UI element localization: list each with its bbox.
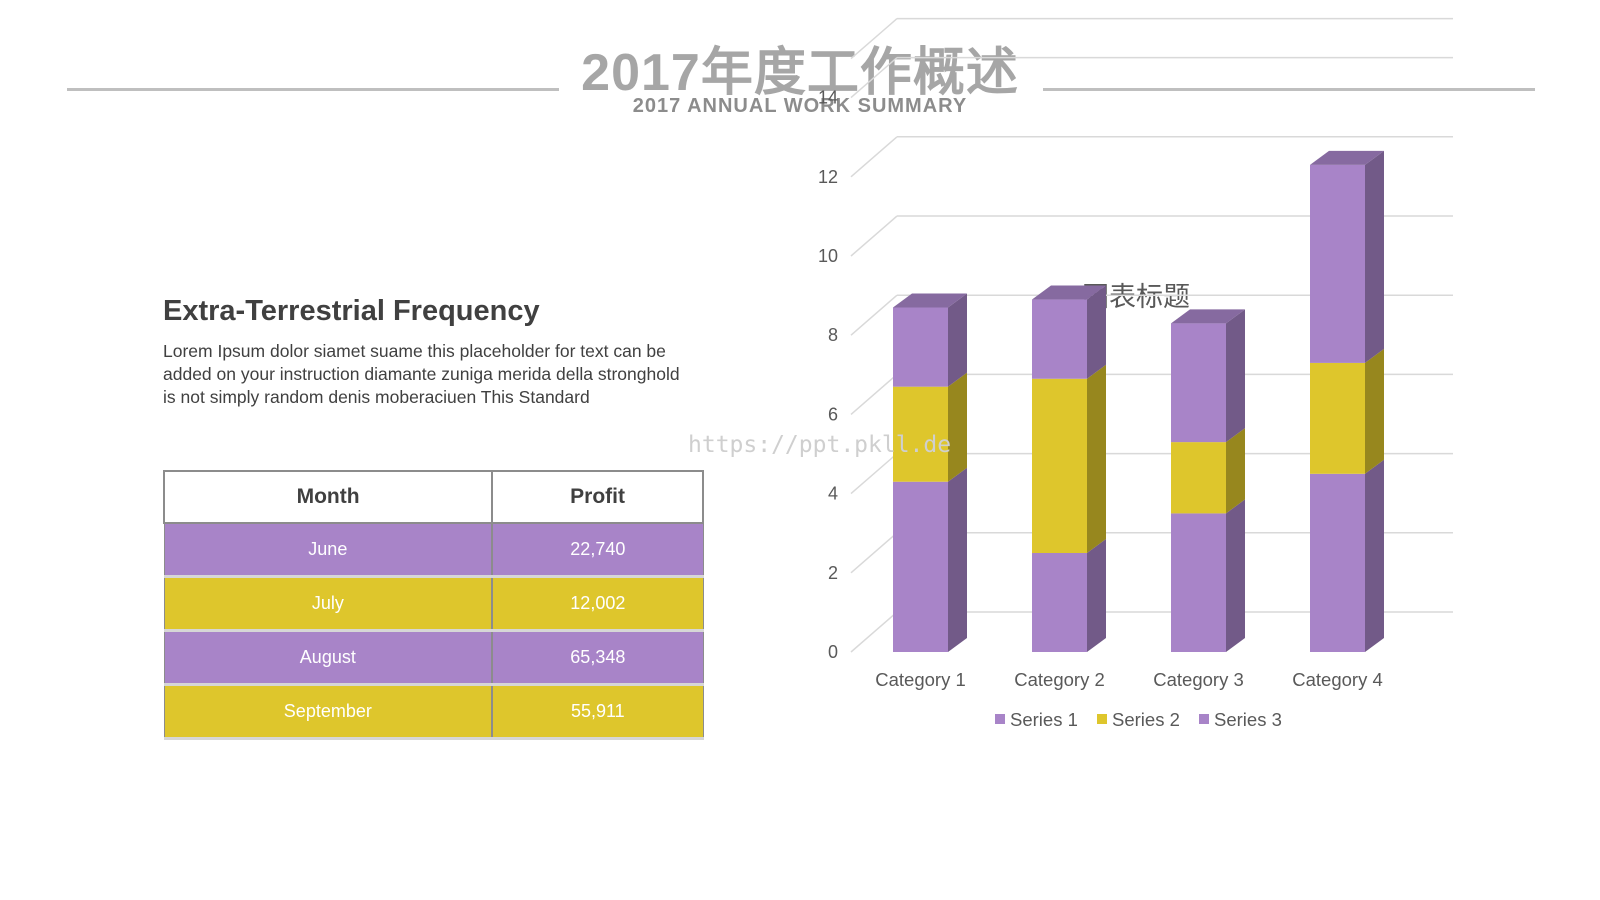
bar-segment xyxy=(1171,428,1245,514)
section-heading: Extra-Terrestrial Frequency xyxy=(163,295,540,327)
bar-side xyxy=(1226,499,1245,652)
profit-cell: 65,348 xyxy=(491,630,704,686)
page-title: 2017年度工作概述 xyxy=(581,44,1019,102)
bar-side xyxy=(1365,150,1384,363)
column-header-month: Month xyxy=(162,470,494,524)
bar-top xyxy=(1032,285,1106,300)
bar-segment xyxy=(1310,459,1384,652)
y-tick-label: 2 xyxy=(828,563,838,583)
legend-swatch xyxy=(1097,714,1107,724)
bar-side xyxy=(948,372,967,482)
y-tick-label: 8 xyxy=(828,325,838,345)
bar-segment xyxy=(1310,150,1384,363)
bar-top xyxy=(893,293,967,308)
table-row: August 65,348 xyxy=(163,630,704,686)
bar-side xyxy=(1087,364,1106,553)
table-row: June 22,740 xyxy=(163,522,704,578)
bar-segment xyxy=(893,293,967,387)
section-body: Lorem Ipsum dolor siamet suame this plac… xyxy=(163,341,680,407)
table-header-row: Month Profit xyxy=(162,470,704,524)
gridline-depth xyxy=(850,57,898,99)
gridline-depth xyxy=(850,532,898,574)
page-subtitle: 2017 ANNUAL WORK SUMMARY xyxy=(632,95,968,117)
legend-swatch xyxy=(1199,714,1209,724)
legend-label: Series 1 xyxy=(1010,709,1078,730)
bar-front xyxy=(1171,323,1226,443)
x-tick-label: Category 1 xyxy=(875,669,966,690)
bar-segment xyxy=(1032,539,1106,652)
gridline-depth xyxy=(850,373,898,415)
gridline-depth xyxy=(850,453,898,495)
bar-top xyxy=(1310,150,1384,165)
legend-label: Series 2 xyxy=(1112,709,1180,730)
bar-front xyxy=(1032,553,1087,652)
month-cell: June xyxy=(163,522,494,578)
x-tick-label: Category 2 xyxy=(1014,669,1105,690)
x-tick-label: Category 3 xyxy=(1153,669,1244,690)
x-tick-label: Category 4 xyxy=(1292,669,1383,690)
header-line-left xyxy=(67,88,559,91)
bar-front xyxy=(1310,362,1365,474)
bar-front xyxy=(1171,513,1226,652)
header-line-right xyxy=(1043,88,1535,91)
bar-segment xyxy=(1032,364,1106,553)
gridline-depth xyxy=(850,136,898,178)
profit-cell: 22,740 xyxy=(491,522,704,578)
bar-segment xyxy=(1032,285,1106,379)
y-tick-label: 4 xyxy=(828,484,838,504)
bar-front xyxy=(1310,473,1365,652)
bar-top xyxy=(1171,309,1245,324)
legend-label: Series 3 xyxy=(1214,709,1282,730)
column-header-profit: Profit xyxy=(491,470,704,524)
y-tick-label: 14 xyxy=(818,88,838,108)
gridline-depth xyxy=(850,294,898,336)
bar-side xyxy=(948,293,967,387)
bar-front xyxy=(1310,164,1365,363)
gridline-depth xyxy=(850,215,898,257)
bar-segment xyxy=(893,467,967,652)
bar-side xyxy=(1226,309,1245,443)
legend-swatch xyxy=(995,714,1005,724)
bar-side xyxy=(1365,348,1384,474)
bar-side xyxy=(1087,285,1106,379)
bar-segment xyxy=(893,372,967,482)
y-tick-label: 6 xyxy=(828,404,838,424)
month-cell: August xyxy=(163,630,494,686)
y-tick-label: 0 xyxy=(828,642,838,662)
profit-table: Month Profit June 22,740 July 12,002 Aug… xyxy=(162,470,704,740)
y-tick-label: 10 xyxy=(818,246,838,266)
bar-side xyxy=(948,467,967,652)
bar-front xyxy=(893,386,948,482)
table-row: July 12,002 xyxy=(163,576,704,632)
month-cell: September xyxy=(163,684,494,740)
table-row: September 55,911 xyxy=(163,684,704,740)
month-cell: July xyxy=(163,576,494,632)
profit-cell: 55,911 xyxy=(491,684,704,740)
gridline-top-depth xyxy=(850,18,898,60)
bar-front xyxy=(893,481,948,652)
bar-front xyxy=(1032,378,1087,553)
bar-segment xyxy=(1310,348,1384,474)
bar-front xyxy=(1032,299,1087,379)
gridline-depth xyxy=(850,611,898,653)
bar-front xyxy=(893,307,948,387)
profit-cell: 12,002 xyxy=(491,576,704,632)
bar-segment xyxy=(1171,499,1245,652)
y-tick-label: 12 xyxy=(818,167,838,187)
watermark-text: https://ppt.pkll.de xyxy=(688,432,952,458)
bar-side xyxy=(1087,539,1106,652)
bar-side xyxy=(1365,459,1384,652)
bar-segment xyxy=(1171,309,1245,443)
bar-front xyxy=(1171,442,1226,514)
bar-side xyxy=(1226,428,1245,514)
